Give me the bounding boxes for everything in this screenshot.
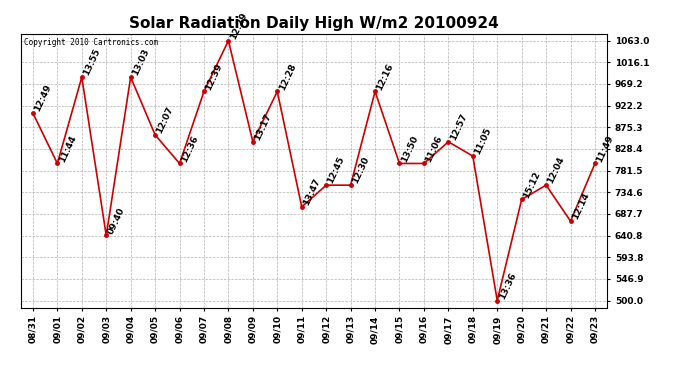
- Text: 12:28: 12:28: [277, 62, 297, 92]
- Text: 12:16: 12:16: [375, 62, 395, 92]
- Text: 11:05: 11:05: [473, 126, 493, 156]
- Text: 12:36: 12:36: [179, 134, 200, 164]
- Text: 09:40: 09:40: [106, 206, 126, 236]
- Text: 12:04: 12:04: [546, 155, 566, 185]
- Title: Solar Radiation Daily High W/m2 20100924: Solar Radiation Daily High W/m2 20100924: [129, 16, 499, 31]
- Text: 12:45: 12:45: [326, 155, 346, 185]
- Text: Copyright 2010 Cartronics.com: Copyright 2010 Cartronics.com: [23, 38, 158, 47]
- Text: 13:47: 13:47: [302, 177, 322, 207]
- Text: 12:07: 12:07: [155, 105, 175, 135]
- Text: 11:49: 11:49: [595, 134, 615, 164]
- Text: 11:44: 11:44: [57, 134, 78, 164]
- Text: 13:17: 13:17: [253, 112, 273, 142]
- Text: 12:57: 12:57: [448, 112, 469, 142]
- Text: 12:39: 12:39: [204, 62, 224, 92]
- Text: 13:03: 13:03: [130, 48, 151, 77]
- Text: 12:14: 12:14: [571, 191, 591, 221]
- Text: 15:12: 15:12: [522, 170, 542, 200]
- Text: 12:30: 12:30: [351, 156, 371, 185]
- Text: 12:49: 12:49: [33, 83, 53, 113]
- Text: 13:36: 13:36: [497, 271, 518, 301]
- Text: 11:06: 11:06: [424, 134, 444, 164]
- Text: 12:29: 12:29: [228, 11, 248, 40]
- Text: 13:50: 13:50: [400, 134, 420, 164]
- Text: 13:55: 13:55: [82, 47, 102, 77]
